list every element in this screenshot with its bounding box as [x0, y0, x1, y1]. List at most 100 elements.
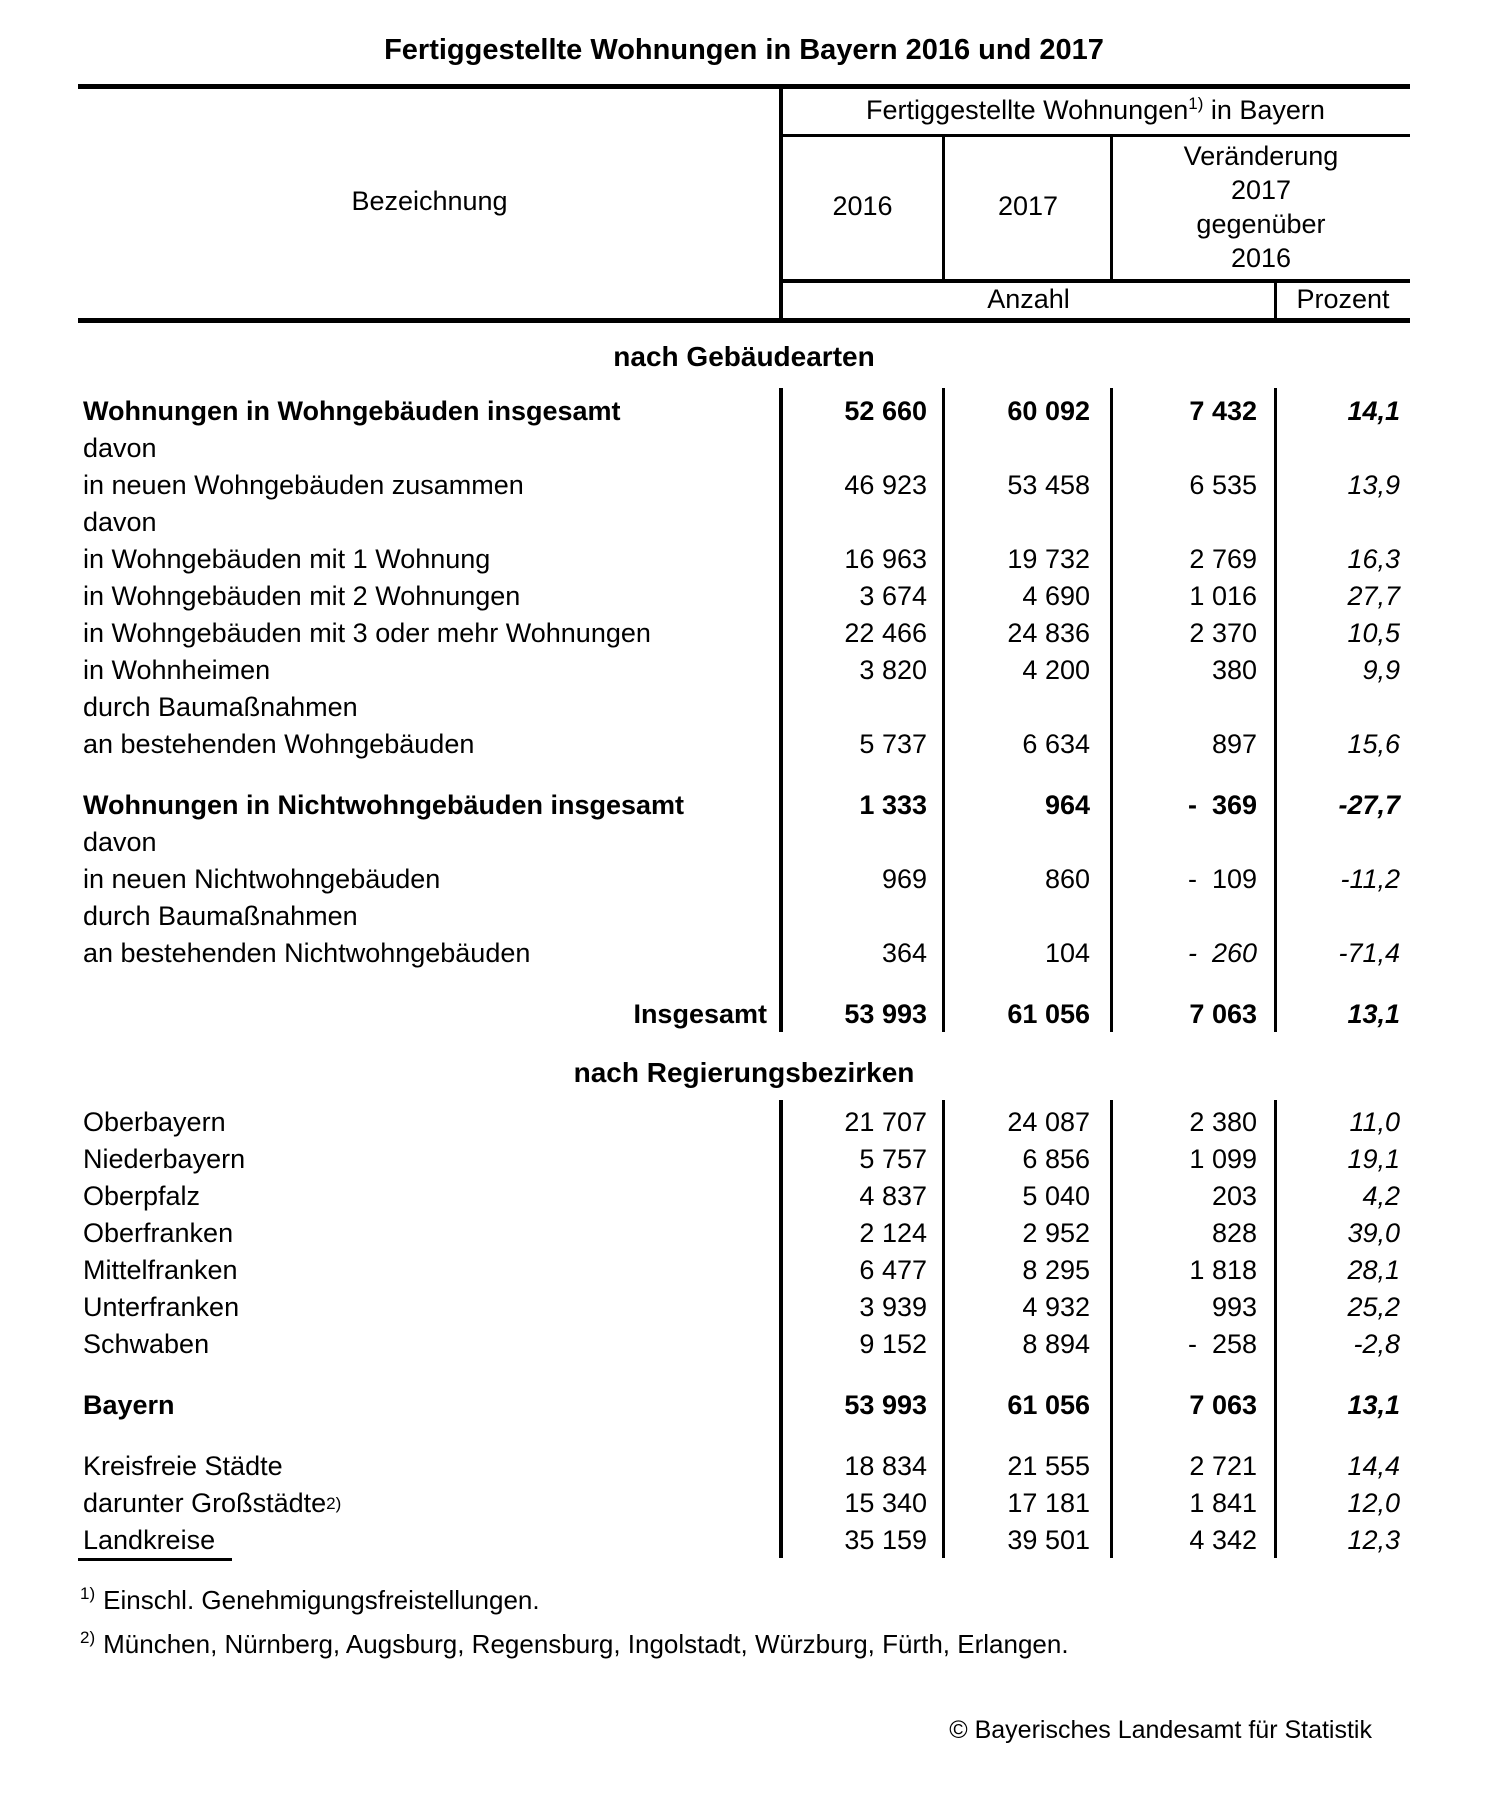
row-label: Landkreise — [83, 1525, 216, 1555]
column-header-2017: 2017 — [997, 191, 1059, 221]
row-label: Mittelfranken — [83, 1255, 238, 1285]
value-2017: 24 836 — [1007, 618, 1090, 648]
row-label: in neuen Wohngebäuden zusammen — [83, 470, 524, 500]
value-change-absolute: - 260 — [1187, 938, 1257, 968]
value-change-percent: 14,1 — [1347, 396, 1400, 426]
value-change-percent — [1276, 824, 1410, 861]
value-change-absolute: - 109 — [1187, 864, 1257, 894]
value-change-percent: 15,6 — [1347, 729, 1400, 759]
value-change-percent: -71,4 — [1338, 938, 1400, 968]
value-2016 — [781, 430, 944, 467]
value-2017: 4 200 — [1022, 655, 1090, 685]
value-2017: 8 295 — [1022, 1255, 1090, 1285]
header-divider-anzahl-prozent — [1274, 283, 1277, 318]
table-row: Bayern 53 993 61 056 7 063 13,1 — [78, 1387, 1410, 1424]
copyright-notice: © Bayerisches Landesamt für Statistik — [949, 1716, 1372, 1744]
footnote-1: 1) Einschl. Genehmigungsfreistellungen. — [80, 1584, 540, 1615]
page-title: Fertiggestellte Wohnungen in Bayern 2016… — [384, 33, 1104, 66]
value-change-percent: 13,1 — [1347, 999, 1400, 1029]
value-2016: 6 477 — [859, 1255, 927, 1285]
value-change-percent: 27,7 — [1347, 581, 1400, 611]
value-2017: 60 092 — [1007, 396, 1090, 426]
row-label: Wohnungen in Wohngebäuden insgesamt — [83, 396, 621, 426]
value-2016: 3 939 — [859, 1292, 927, 1322]
table-row: Niederbayern 5 757 6 856 1 099 19,1 — [78, 1141, 1410, 1178]
value-2016: 5 737 — [859, 729, 927, 759]
column-divider — [779, 1100, 783, 1558]
table-body-gebaeudearten: Wohnungen in Wohngebäuden insgesamt 52 6… — [78, 393, 1410, 1033]
value-2016: 9 152 — [859, 1329, 927, 1359]
row-label: Bayern — [83, 1390, 175, 1420]
column-divider — [779, 388, 783, 1032]
header-divider-2017-change — [1110, 137, 1113, 279]
value-change-absolute: 2 380 — [1189, 1107, 1257, 1137]
value-change-absolute: 2 370 — [1189, 618, 1257, 648]
row-label: in Wohnheimen — [83, 655, 271, 685]
value-change-percent: -2,8 — [1353, 1329, 1400, 1359]
value-change-percent: -11,2 — [1340, 864, 1400, 894]
value-change-percent: 13,1 — [1347, 1390, 1400, 1420]
header-rule-under-group — [781, 134, 1410, 137]
value-change-percent: 39,0 — [1347, 1218, 1400, 1248]
value-change-absolute: 4 342 — [1189, 1525, 1257, 1555]
table-row: Landkreise 35 159 39 501 4 342 12,3 — [78, 1522, 1410, 1559]
value-2016 — [781, 689, 944, 726]
column-group-header: Fertiggestellte Wohnungen1) in Bayern — [781, 86, 1410, 134]
value-2017: 17 181 — [1007, 1488, 1090, 1518]
value-change-absolute — [1112, 689, 1276, 726]
value-change-absolute — [1112, 504, 1276, 541]
value-2017: 6 856 — [1022, 1144, 1090, 1174]
value-change-absolute: 7 063 — [1189, 1390, 1257, 1420]
value-change-absolute: 7 432 — [1189, 396, 1257, 426]
value-change-percent: -27,7 — [1338, 790, 1400, 820]
value-2017 — [944, 689, 1112, 726]
value-change-absolute: - 369 — [1187, 790, 1257, 820]
value-2017: 104 — [1044, 938, 1090, 968]
value-2016: 5 757 — [859, 1144, 927, 1174]
header-divider-2016-2017 — [942, 137, 945, 279]
table-row: Unterfranken 3 939 4 932 993 25,2 — [78, 1289, 1410, 1326]
value-change-percent: 28,1 — [1347, 1255, 1400, 1285]
row-label: Oberbayern — [83, 1107, 226, 1137]
row-label: Unterfranken — [83, 1292, 240, 1322]
value-2017 — [944, 824, 1112, 861]
column-divider — [1274, 1100, 1277, 1558]
table-row: Kreisfreie Städte 18 834 21 555 2 721 14… — [78, 1448, 1410, 1485]
value-2016: 15 340 — [844, 1488, 927, 1518]
column-divider — [1110, 388, 1113, 1032]
column-header-bezeichnung: Bezeichnung — [351, 185, 508, 216]
row-label: in neuen Nichtwohngebäuden — [83, 864, 441, 894]
column-divider — [942, 1100, 945, 1558]
value-2017: 53 458 — [1007, 470, 1090, 500]
value-change-absolute: 1 016 — [1189, 581, 1257, 611]
value-2017: 860 — [1044, 864, 1090, 894]
section-heading-gebaeudearten: nach Gebäudearten — [613, 340, 875, 372]
table-row: durch Baumaßnahmen — [78, 689, 1410, 726]
value-change-absolute: 2 769 — [1189, 544, 1257, 574]
table-row: in neuen Nichtwohngebäuden 969 860 - 109… — [78, 861, 1410, 898]
table-body-regierungsbezirke: Oberbayern 21 707 24 087 2 380 11,0 Nied… — [78, 1104, 1410, 1559]
value-2016: 1 333 — [859, 790, 927, 820]
unit-header-prozent: Prozent — [1296, 284, 1390, 314]
value-change-absolute: 1 841 — [1189, 1488, 1257, 1518]
table-row: in Wohngebäuden mit 1 Wohnung 16 963 19 … — [78, 541, 1410, 578]
table-row: Wohnungen in Wohngebäuden insgesamt 52 6… — [78, 393, 1410, 430]
row-label: davon — [83, 433, 157, 463]
value-2016: 3 820 — [859, 655, 927, 685]
value-change-percent: 9,9 — [1362, 655, 1400, 685]
value-2017: 6 634 — [1022, 729, 1090, 759]
value-change-percent: 11,0 — [1349, 1107, 1400, 1137]
section-heading-regierungsbezirke: nach Regierungsbezirken — [573, 1056, 915, 1088]
value-2016: 4 837 — [859, 1181, 927, 1211]
value-change-absolute: 828 — [1211, 1218, 1257, 1248]
value-change-absolute — [1112, 898, 1276, 935]
row-label: Oberpfalz — [83, 1181, 201, 1211]
row-label: Insgesamt — [633, 999, 767, 1029]
header-rule-under-years — [781, 279, 1410, 283]
row-label: Schwaben — [83, 1329, 210, 1359]
column-divider — [1110, 1100, 1113, 1558]
footnote-2: 2) München, Nürnberg, Augsburg, Regensbur… — [80, 1628, 1069, 1659]
row-label: in Wohngebäuden mit 1 Wohnung — [83, 544, 491, 574]
value-2016: 46 923 — [844, 470, 927, 500]
